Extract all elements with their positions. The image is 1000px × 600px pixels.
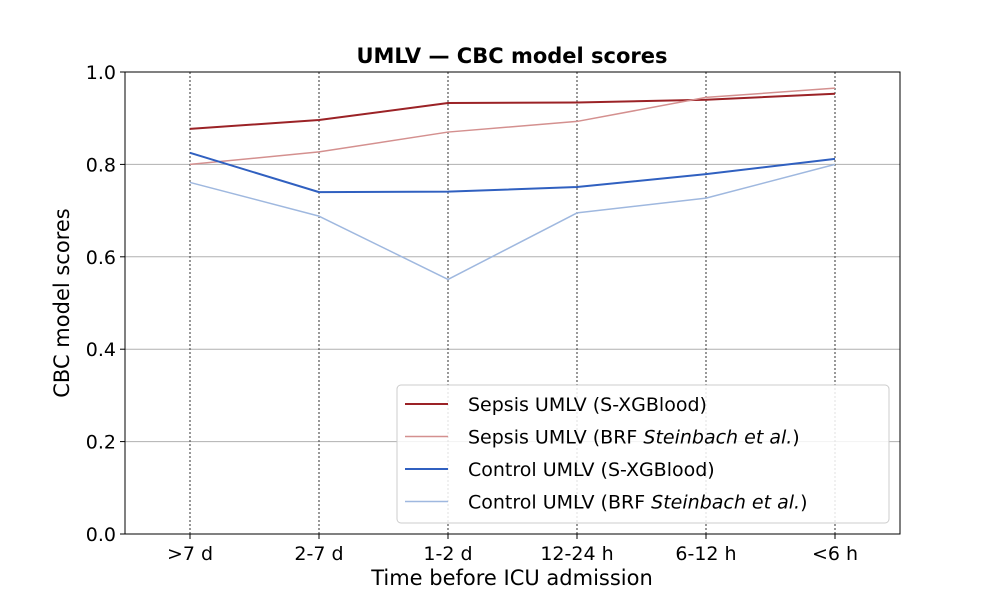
y-axis: 0.0 0.2 0.4 0.6 0.8 1.0 [86, 62, 125, 546]
series-line [189, 151, 836, 194]
series-line [189, 87, 836, 166]
legend-label: Control UMLV (BRF Steinbach et al.) [468, 492, 808, 514]
x-tick-label: 2-7 d [294, 543, 343, 565]
legend-box [396, 384, 890, 524]
series-line [189, 163, 836, 281]
y-tick-label: 1.0 [86, 62, 116, 84]
x-axis: >7 d 2-7 d 1-2 d 12-24 h 6-12 h <6 h [167, 534, 858, 565]
y-tick-label: 0.0 [86, 524, 116, 546]
x-tick-label: 6-12 h [675, 543, 736, 565]
series-line [189, 92, 836, 130]
legend: Sepsis UMLV (S-XGBlood) Sepsis UMLV (BRF … [396, 384, 890, 524]
x-tick-label: >7 d [167, 543, 213, 565]
x-tick-label: 12-24 h [540, 543, 613, 565]
chart-title: UMLV — CBC model scores [356, 44, 667, 68]
grid [125, 72, 900, 534]
legend-label: Sepsis UMLV (BRF Steinbach et al.) [468, 427, 800, 449]
x-tick-label: 1-2 d [423, 543, 472, 565]
x-tick-label: <6 h [812, 543, 858, 565]
series-lines [189, 87, 836, 281]
y-tick-label: 0.8 [86, 154, 116, 176]
legend-label: Sepsis UMLV (S-XGBlood) [468, 394, 707, 416]
x-axis-label: Time before ICU admission [370, 566, 653, 590]
y-tick-label: 0.2 [86, 432, 116, 454]
y-tick-label: 0.6 [86, 247, 116, 269]
plot-frame [124, 71, 901, 535]
y-tick-label: 0.4 [86, 339, 116, 361]
y-axis-label: CBC model scores [50, 208, 74, 397]
legend-label: Control UMLV (S-XGBlood) [468, 459, 715, 481]
